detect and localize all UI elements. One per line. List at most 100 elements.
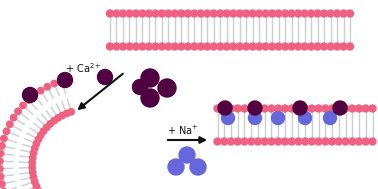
Circle shape: [228, 105, 234, 112]
Circle shape: [308, 138, 315, 145]
Circle shape: [184, 10, 191, 17]
Circle shape: [356, 138, 363, 145]
Circle shape: [268, 138, 275, 145]
Circle shape: [308, 10, 314, 17]
Circle shape: [98, 70, 113, 84]
Circle shape: [281, 105, 288, 112]
Circle shape: [362, 105, 369, 112]
Circle shape: [275, 105, 282, 112]
Circle shape: [139, 43, 146, 50]
Circle shape: [146, 10, 152, 17]
Circle shape: [20, 102, 26, 109]
Circle shape: [6, 121, 13, 127]
Circle shape: [132, 43, 139, 50]
Circle shape: [0, 150, 4, 157]
Circle shape: [321, 10, 328, 17]
Circle shape: [1, 188, 7, 189]
Circle shape: [197, 43, 204, 50]
Circle shape: [349, 138, 356, 145]
Circle shape: [349, 105, 356, 112]
Circle shape: [324, 112, 336, 125]
Circle shape: [261, 138, 268, 145]
Circle shape: [327, 43, 334, 50]
Circle shape: [165, 10, 172, 17]
Circle shape: [107, 43, 113, 50]
Circle shape: [113, 43, 120, 50]
Circle shape: [217, 10, 224, 17]
Circle shape: [119, 10, 127, 17]
Circle shape: [249, 43, 256, 50]
Circle shape: [113, 10, 120, 17]
Circle shape: [210, 10, 217, 17]
Circle shape: [301, 10, 308, 17]
Circle shape: [0, 143, 5, 149]
Circle shape: [204, 10, 211, 17]
Circle shape: [223, 43, 230, 50]
Circle shape: [191, 43, 198, 50]
Circle shape: [139, 10, 146, 17]
Circle shape: [288, 105, 295, 112]
Circle shape: [275, 10, 282, 17]
Circle shape: [33, 183, 40, 189]
Circle shape: [152, 10, 159, 17]
Circle shape: [230, 10, 237, 17]
Circle shape: [57, 73, 73, 88]
Circle shape: [165, 43, 172, 50]
Circle shape: [33, 140, 40, 147]
Circle shape: [221, 138, 228, 145]
Circle shape: [222, 112, 234, 125]
Circle shape: [269, 10, 276, 17]
Circle shape: [314, 43, 321, 50]
Circle shape: [308, 105, 315, 112]
Circle shape: [55, 115, 61, 121]
Circle shape: [333, 101, 347, 115]
Circle shape: [268, 105, 275, 112]
Circle shape: [248, 138, 255, 145]
Circle shape: [275, 138, 282, 145]
Circle shape: [248, 105, 255, 112]
Circle shape: [262, 10, 269, 17]
Circle shape: [333, 10, 341, 17]
Circle shape: [288, 10, 295, 17]
Circle shape: [223, 10, 230, 17]
Circle shape: [256, 10, 263, 17]
Circle shape: [314, 10, 321, 17]
Circle shape: [38, 132, 44, 138]
Circle shape: [179, 147, 195, 163]
Circle shape: [184, 43, 191, 50]
Circle shape: [236, 10, 243, 17]
Circle shape: [248, 112, 262, 125]
Circle shape: [340, 10, 347, 17]
Circle shape: [302, 105, 308, 112]
Circle shape: [51, 80, 57, 87]
Circle shape: [64, 110, 70, 117]
Circle shape: [68, 109, 74, 115]
Circle shape: [197, 10, 204, 17]
Circle shape: [342, 105, 349, 112]
Circle shape: [315, 105, 322, 112]
Circle shape: [347, 43, 353, 50]
Circle shape: [269, 43, 276, 50]
Circle shape: [218, 101, 232, 115]
Circle shape: [3, 128, 10, 134]
Circle shape: [243, 43, 250, 50]
Circle shape: [47, 121, 54, 127]
Circle shape: [171, 10, 178, 17]
Circle shape: [327, 10, 334, 17]
Circle shape: [236, 43, 243, 50]
Circle shape: [214, 138, 221, 145]
Circle shape: [190, 159, 206, 175]
Circle shape: [293, 101, 307, 115]
Circle shape: [59, 112, 65, 119]
Circle shape: [249, 10, 256, 17]
Circle shape: [362, 138, 369, 145]
Circle shape: [335, 105, 342, 112]
Circle shape: [31, 92, 37, 98]
Circle shape: [44, 84, 51, 90]
Circle shape: [171, 43, 178, 50]
Circle shape: [158, 10, 166, 17]
Circle shape: [335, 138, 342, 145]
Circle shape: [299, 112, 311, 125]
Circle shape: [126, 10, 133, 17]
Circle shape: [178, 10, 185, 17]
